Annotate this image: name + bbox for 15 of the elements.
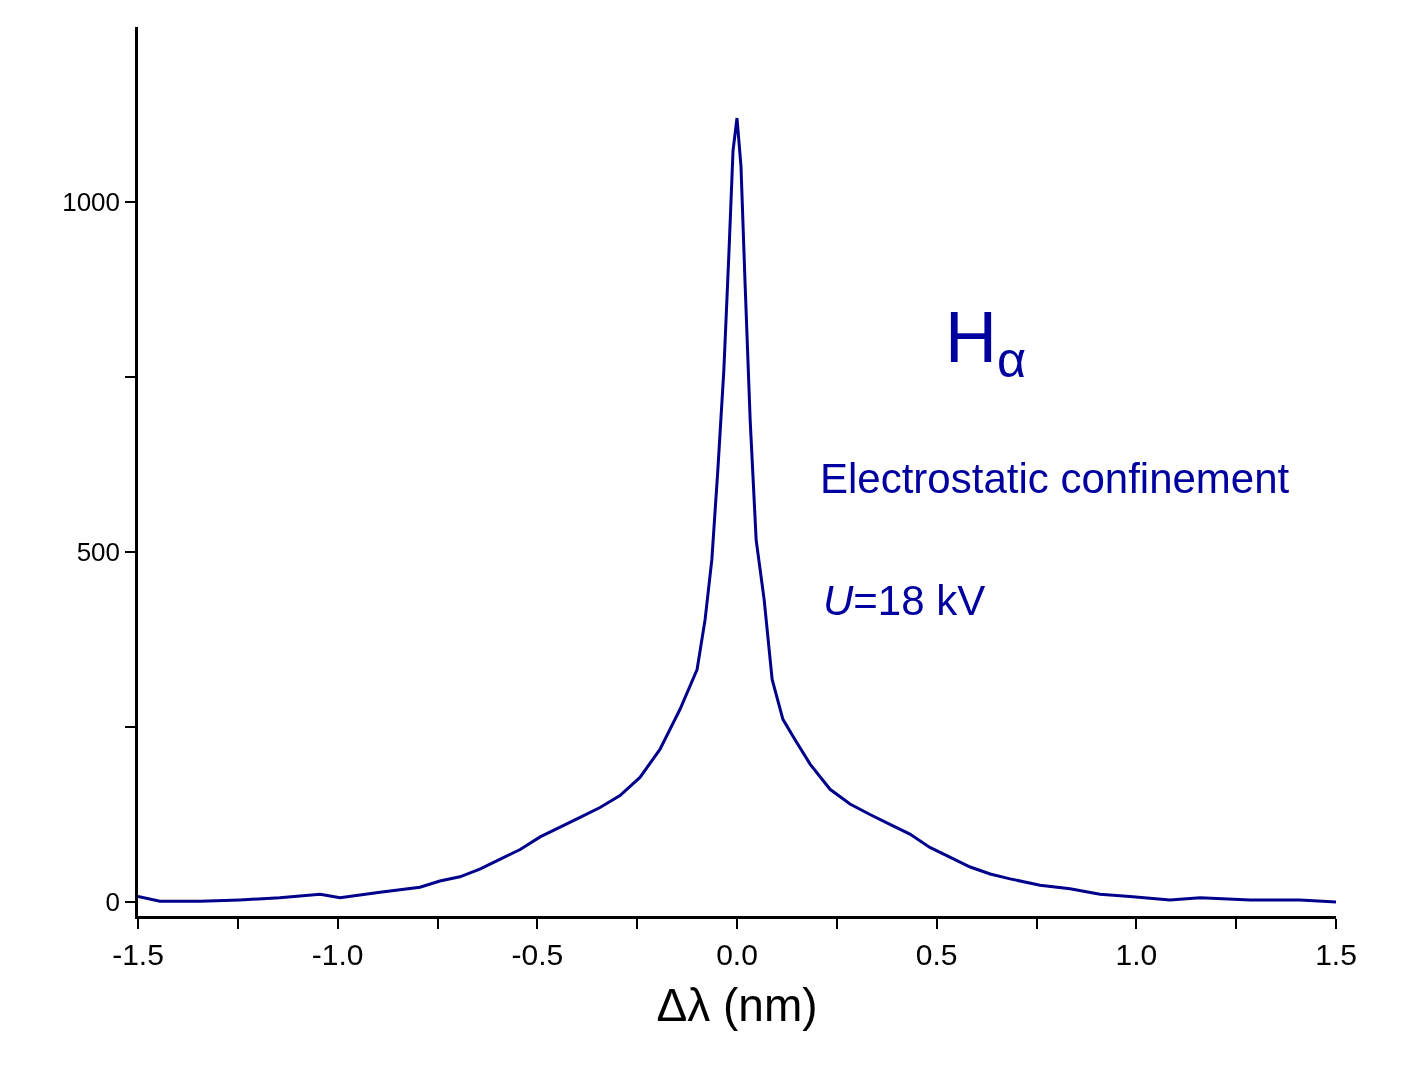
x-tick-label: 1.5 bbox=[1315, 937, 1357, 971]
y-tick-label: 0 bbox=[105, 887, 121, 918]
text: 0.0 bbox=[716, 937, 758, 971]
text: 1.0 bbox=[1115, 937, 1158, 971]
text: -1.0 bbox=[311, 937, 364, 971]
annotation: Electrostatic confinement bbox=[820, 455, 1290, 502]
annotation: H$_{α}$ bbox=[945, 297, 1027, 389]
x-tick-label: 0.5 bbox=[915, 937, 958, 971]
annotation: U=18 kV bbox=[823, 577, 986, 624]
line-series bbox=[138, 116, 1336, 904]
x-axis-title: Δλ (nm) bbox=[656, 979, 818, 1032]
y-tick-label: 1000 bbox=[62, 187, 121, 218]
y-tick-label: 500 bbox=[76, 537, 121, 568]
x-tick-label: -0.5 bbox=[511, 937, 564, 971]
x-tick-label: -1.5 bbox=[112, 937, 164, 971]
